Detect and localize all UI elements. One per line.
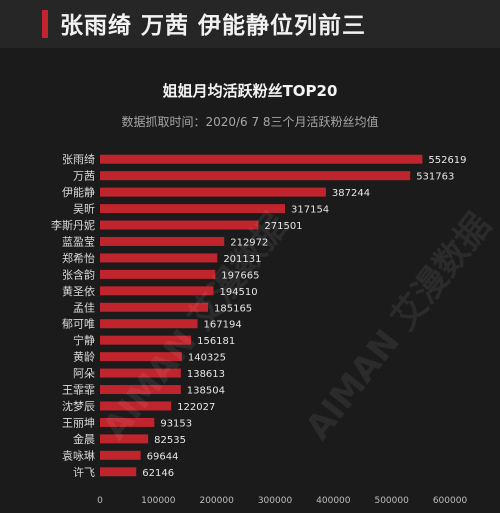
- category-label: 许飞: [73, 466, 95, 479]
- bar: [100, 253, 218, 263]
- bar: [100, 434, 149, 444]
- category-label: 郁可唯: [62, 317, 95, 331]
- bar: [100, 319, 198, 329]
- bar: [100, 236, 225, 246]
- category-label: 张雨绮: [62, 152, 95, 166]
- value-label: 138613: [187, 369, 225, 380]
- category-label: 王霏霏: [62, 384, 95, 397]
- value-label: 69644: [147, 451, 179, 462]
- value-label: 212972: [230, 237, 268, 248]
- value-label: 156181: [197, 336, 235, 347]
- value-label: 387244: [332, 188, 370, 199]
- category-label: 孟佳: [73, 300, 95, 314]
- value-label: 140325: [188, 353, 226, 364]
- top-banner: 张雨绮 万茜 伊能静位列前三: [0, 0, 500, 48]
- value-label: 82535: [154, 435, 186, 446]
- headline-accent-bar: [42, 10, 48, 38]
- category-label: 黄圣依: [62, 284, 95, 298]
- category-label: 阿朵: [73, 367, 95, 380]
- x-tick-label: 600000: [433, 496, 468, 506]
- bar: [100, 302, 209, 312]
- value-label: 167194: [204, 320, 242, 331]
- bar: [100, 220, 259, 230]
- category-label: 伊能静: [62, 185, 95, 199]
- category-label: 宁静: [73, 333, 95, 347]
- value-label: 552619: [428, 155, 466, 166]
- bar: [100, 154, 423, 164]
- category-label: 万茜: [73, 170, 95, 183]
- category-label: 吴昕: [73, 203, 95, 216]
- value-label: 531763: [416, 172, 454, 183]
- value-label: 185165: [214, 303, 252, 314]
- bar: [100, 352, 182, 362]
- category-label: 袁咏琳: [62, 448, 95, 462]
- value-label: 194510: [219, 287, 257, 298]
- category-label: 金晨: [73, 432, 95, 446]
- bar: [100, 450, 141, 460]
- x-tick-label: 300000: [258, 496, 293, 506]
- value-label: 93153: [160, 418, 192, 429]
- category-label: 黄龄: [73, 350, 95, 364]
- bar: [100, 401, 172, 411]
- value-label: 122027: [177, 402, 215, 413]
- chart-subtitle: 数据抓取时间：2020/6 7 8三个月活跃粉丝均值: [121, 115, 379, 129]
- category-label: 李斯丹妮: [51, 218, 95, 232]
- category-label: 张含韵: [62, 267, 95, 281]
- bar: [100, 204, 286, 214]
- value-label: 62146: [142, 468, 174, 479]
- x-tick-label: 0: [97, 496, 103, 506]
- bar: [100, 368, 181, 378]
- bar: [100, 187, 326, 197]
- category-label: 蓝盈莹: [62, 235, 95, 248]
- value-label: 138504: [187, 386, 225, 397]
- category-label: 沈梦辰: [62, 399, 95, 413]
- value-label: 201131: [223, 254, 261, 265]
- bar: [100, 171, 411, 181]
- x-tick-label: 500000: [374, 496, 409, 506]
- bar: [100, 417, 155, 427]
- value-label: 271501: [264, 221, 302, 232]
- x-tick-label: 200000: [199, 496, 234, 506]
- value-label: 317154: [291, 205, 329, 216]
- bar: [100, 467, 137, 477]
- x-tick-label: 100000: [141, 496, 176, 506]
- x-tick-label: 400000: [316, 496, 351, 506]
- chart-title: 姐姐月均活跃粉丝TOP20: [162, 82, 338, 100]
- bar: [100, 286, 214, 296]
- category-label: 郑希怡: [62, 251, 95, 265]
- bar: [100, 335, 192, 345]
- bar: [100, 385, 181, 395]
- headline: 张雨绮 万茜 伊能静位列前三: [60, 13, 367, 39]
- category-label: 王丽坤: [62, 415, 95, 429]
- value-label: 197665: [221, 270, 259, 281]
- bar: [100, 269, 216, 279]
